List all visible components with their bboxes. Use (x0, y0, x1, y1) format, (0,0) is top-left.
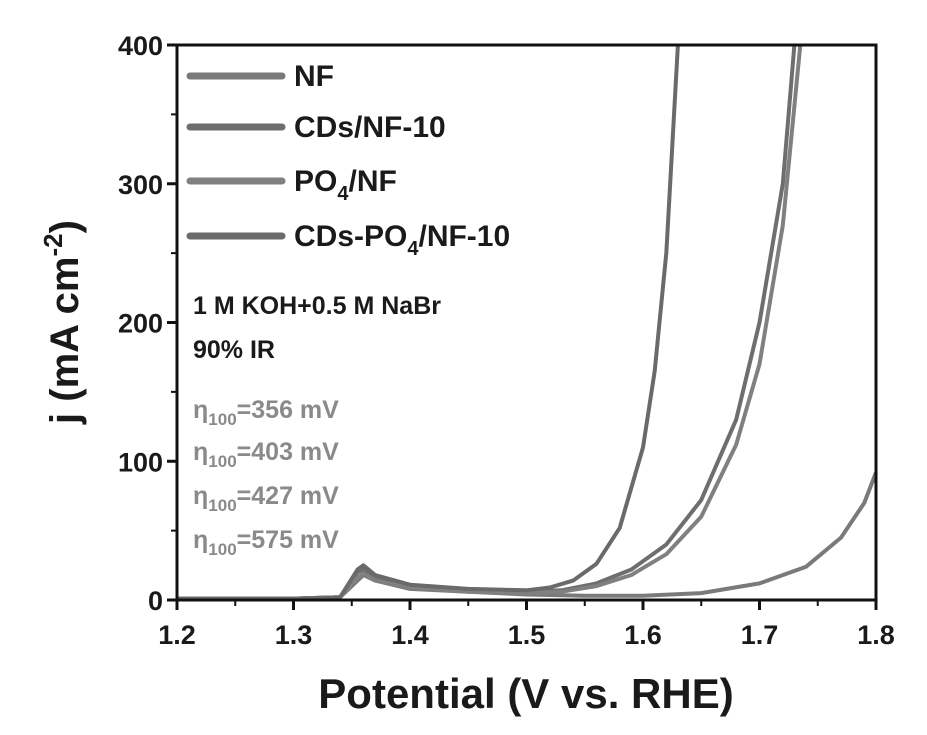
y-axis-title: j (mA cm-2) (38, 220, 87, 425)
legend-label-cds-po4-nf-10: CDs-PO4/NF-10 (294, 220, 510, 260)
y-tick-label: 100 (118, 447, 163, 477)
overpotential-annotations: η100=356 mV η100=403 mV η100=427 mV η100… (193, 396, 339, 559)
y-tick-label: 0 (148, 586, 163, 616)
legend-label-nf: NF (294, 60, 334, 93)
x-tick-label: 1.5 (508, 620, 546, 650)
y-axis-ticks: 0 100 200 300 400 (118, 31, 177, 616)
y-axis-title-main: j (mA cm (43, 257, 87, 425)
x-tick-label: 1.3 (275, 620, 313, 650)
legend-label-po4-nf: PO4/NF (294, 165, 397, 205)
legend: NF CDs/NF-10 PO4/NF CDs-PO4/NF-10 (190, 60, 510, 260)
overpotential-1: η100=356 mV (193, 396, 339, 429)
overpotential-3: η100=427 mV (193, 482, 339, 515)
y-axis-title-exponent: -2 (38, 233, 68, 256)
ir-compensation: 90% IR (193, 336, 275, 364)
x-tick-label: 1.4 (391, 620, 429, 650)
x-axis-title: Potential (V vs. RHE) (318, 670, 733, 717)
y-tick-label: 400 (118, 31, 163, 61)
electrolyte-condition: 1 M KOH+0.5 M NaBr (193, 292, 441, 320)
x-tick-label: 1.2 (158, 620, 196, 650)
y-tick-label: 200 (118, 309, 163, 339)
y-axis-title-close: ) (43, 220, 87, 233)
y-tick-label: 300 (118, 170, 163, 200)
x-tick-label: 1.8 (857, 620, 895, 650)
overpotential-4: η100=575 mV (193, 526, 339, 559)
legend-label-cds-nf-10: CDs/NF-10 (294, 111, 446, 144)
x-tick-label: 1.6 (624, 620, 662, 650)
x-tick-label: 1.7 (741, 620, 779, 650)
overpotential-2: η100=403 mV (193, 438, 339, 471)
x-axis-ticks: 1.2 1.3 1.4 1.5 1.6 1.7 1.8 (158, 600, 895, 650)
